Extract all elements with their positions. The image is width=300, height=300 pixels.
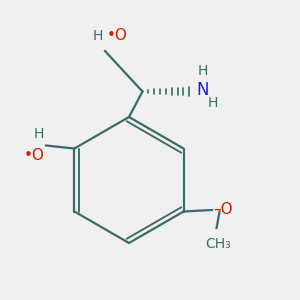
- Text: H: H: [197, 64, 208, 78]
- Text: •O: •O: [106, 28, 128, 43]
- Text: H: H: [34, 127, 44, 141]
- Text: N: N: [196, 81, 209, 99]
- Text: H: H: [208, 96, 218, 110]
- Text: •O: •O: [24, 148, 44, 164]
- Text: CH₃: CH₃: [205, 237, 231, 251]
- Text: H: H: [93, 29, 104, 44]
- Text: –O: –O: [214, 202, 233, 217]
